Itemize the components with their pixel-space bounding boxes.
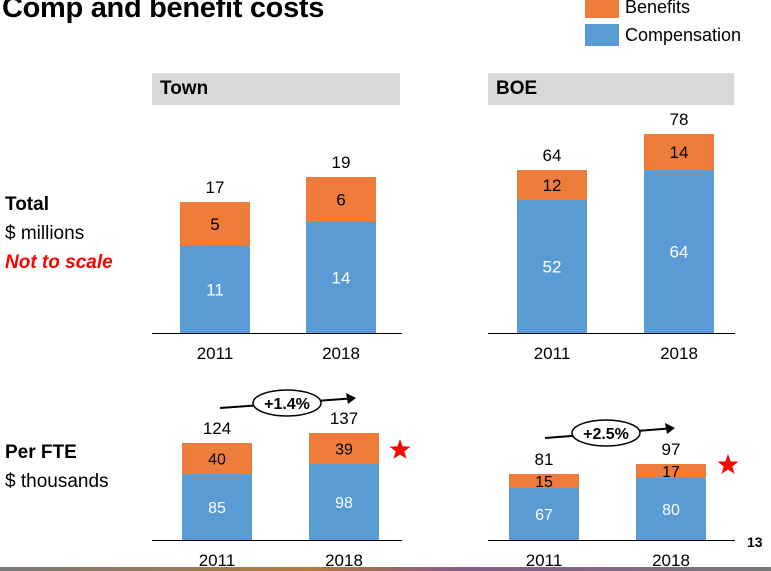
- label-benefits-town-total-2018: 6: [336, 191, 345, 210]
- row-label-total-note: Not to scale: [5, 252, 113, 273]
- bar-benefits-town-total-2011: [180, 202, 250, 246]
- label-benefits-boe-total-2011: 12: [543, 176, 562, 195]
- bar-compensation-town-per-fte-2011: [182, 474, 252, 540]
- legend-swatch-compensation: [585, 24, 619, 46]
- row-label-per-fte-unit: $ thousands: [5, 471, 109, 492]
- label-compensation-town-total-2018: 14: [332, 269, 351, 288]
- label-compensation-town-per-fte-2018: 98: [335, 495, 353, 512]
- bar-compensation-town-total-2018: [306, 222, 376, 333]
- label-total-boe-per-fte-2018: 97: [662, 440, 681, 459]
- tick-label-boe-per-fte-2018: 2018: [652, 551, 690, 570]
- label-total-town-total-2018: 19: [332, 153, 351, 172]
- label-benefits-town-per-fte-2018: 39: [335, 442, 353, 459]
- tick-label-town-per-fte-2011: 2011: [199, 551, 236, 570]
- tick-label-town-total-2011: 2011: [197, 344, 234, 363]
- growth-arrowhead-boe-per-fte: [665, 423, 675, 434]
- bar-benefits-town-per-fte-2018: [309, 433, 379, 464]
- label-compensation-town-per-fte-2011: 85: [208, 500, 226, 517]
- growth-label-town-per-fte: +1.4%: [264, 396, 310, 413]
- label-compensation-boe-total-2011: 52: [543, 258, 562, 277]
- label-total-town-per-fte-2018: 137: [330, 409, 358, 428]
- row-label-total: Total $ millions Not to scale: [5, 190, 113, 277]
- label-benefits-boe-per-fte-2011: 15: [535, 474, 553, 491]
- bar-compensation-boe-per-fte-2011: [509, 488, 579, 540]
- tick-label-boe-total-2018: 2018: [660, 344, 698, 363]
- footer-strip: [0, 567, 771, 571]
- growth-arrowhead-town-per-fte: [346, 393, 356, 404]
- row-label-total-unit: $ millions: [5, 223, 85, 244]
- growth-bubble-town-per-fte: [252, 389, 322, 417]
- label-compensation-town-total-2011: 11: [206, 281, 224, 300]
- bar-benefits-boe-total-2011: [517, 170, 587, 200]
- tick-label-town-per-fte-2018: 2018: [325, 551, 363, 570]
- label-compensation-boe-per-fte-2018: 80: [662, 502, 680, 519]
- tick-label-boe-total-2011: 2011: [534, 344, 571, 363]
- row-label-per-fte: Per FTE $ thousands: [5, 438, 109, 496]
- legend-label-benefits: Benefits: [625, 0, 691, 17]
- bar-benefits-town-total-2018: [306, 177, 376, 222]
- bar-compensation-town-total-2011: [180, 246, 250, 333]
- label-compensation-boe-total-2018: 64: [670, 243, 689, 262]
- panel-header-boe: BOE: [488, 73, 734, 105]
- tick-label-boe-per-fte-2011: 2011: [526, 551, 563, 570]
- panel-header-town: Town: [152, 73, 400, 105]
- label-total-boe-per-fte-2011: 81: [535, 450, 554, 469]
- page-number: 13: [747, 534, 763, 550]
- growth-label-boe-per-fte: +2.5%: [583, 426, 629, 443]
- bar-benefits-boe-total-2018: [644, 134, 714, 170]
- label-total-boe-total-2018: 78: [670, 110, 689, 129]
- label-total-town-total-2011: 17: [206, 178, 225, 197]
- bar-benefits-boe-per-fte-2011: [509, 474, 579, 488]
- label-benefits-town-per-fte-2011: 40: [208, 452, 226, 469]
- page-title: Comp and benefit costs: [2, 0, 325, 24]
- label-benefits-town-total-2011: 5: [210, 215, 219, 234]
- label-compensation-boe-per-fte-2011: 67: [535, 507, 553, 524]
- bar-compensation-boe-per-fte-2018: [636, 478, 706, 540]
- label-benefits-boe-per-fte-2018: 17: [662, 464, 680, 481]
- legend-swatch-benefits: [585, 0, 619, 18]
- tick-label-town-total-2018: 2018: [322, 344, 360, 363]
- row-label-total-title: Total: [5, 194, 49, 215]
- label-total-town-per-fte-2011: 124: [203, 419, 231, 438]
- bar-compensation-boe-total-2018: [644, 170, 714, 333]
- label-benefits-boe-total-2018: 14: [670, 143, 689, 162]
- bar-compensation-boe-total-2011: [517, 200, 587, 333]
- bar-benefits-town-per-fte-2011: [182, 443, 252, 474]
- star-icon-town-per-fte: [389, 439, 411, 459]
- label-total-boe-total-2011: 64: [543, 146, 562, 165]
- legend-label-compensation: Compensation: [625, 25, 742, 45]
- growth-bubble-boe-per-fte: [571, 419, 641, 447]
- bar-benefits-boe-per-fte-2018: [636, 464, 706, 478]
- bar-compensation-town-per-fte-2018: [309, 464, 379, 540]
- row-label-per-fte-title: Per FTE: [5, 442, 77, 463]
- star-icon-boe-per-fte: [717, 454, 739, 474]
